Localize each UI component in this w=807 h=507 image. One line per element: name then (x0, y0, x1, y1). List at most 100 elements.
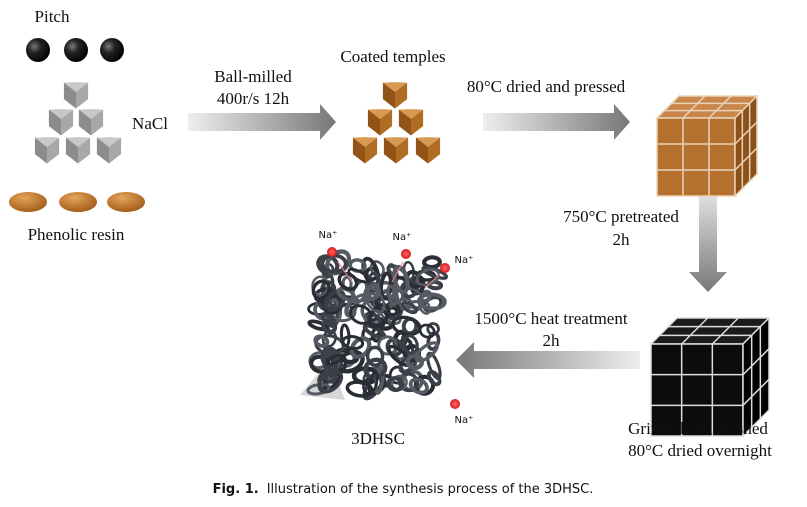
cube-left (65, 137, 78, 164)
label: 3DHSC (351, 429, 405, 448)
pore-wall (307, 319, 329, 332)
resin (59, 192, 97, 212)
cube-left (367, 109, 380, 136)
cube-left (415, 137, 428, 164)
pitch-ball (100, 38, 124, 62)
step-label: 400r/s 12h (217, 89, 290, 108)
cube-right (395, 82, 408, 109)
grid-line (734, 121, 758, 145)
step-label: Ball-milled (214, 67, 292, 86)
pitch-ball (64, 38, 88, 62)
ion (450, 399, 460, 409)
cube-right (47, 137, 60, 164)
label: Grinded and washed (628, 419, 768, 438)
cube-left (48, 109, 61, 136)
cube-top (367, 109, 393, 119)
cube-left (352, 137, 365, 164)
caption: Fig. 1. Illustration of the synthesis pro… (213, 482, 594, 497)
pore-wall (341, 334, 365, 351)
pore-wall (325, 353, 344, 366)
grid-line (734, 147, 758, 171)
caption-text: Illustration of the synthesis process of… (267, 482, 594, 497)
cube-top (398, 109, 424, 119)
pore-wall (321, 318, 338, 334)
pore-wall (426, 370, 442, 387)
cube-right (109, 137, 122, 164)
pore-wall (323, 289, 346, 312)
pore-wall (391, 315, 422, 337)
cube-front (656, 117, 736, 197)
cube-top (78, 109, 104, 119)
cube-top (352, 137, 378, 147)
grid-line (711, 317, 739, 345)
label: NaCl (132, 114, 168, 133)
ion-arrow (391, 261, 404, 283)
ion-arrow (337, 261, 353, 283)
cube-right (76, 82, 89, 109)
grid-line (742, 378, 770, 406)
pore-wall (344, 298, 358, 318)
pore-wall (365, 282, 381, 301)
arrow (483, 104, 630, 140)
caption-label: Fig. 1. (213, 482, 259, 497)
cube-left (63, 82, 76, 109)
cube-top (383, 137, 409, 147)
arrow (188, 104, 336, 140)
cube-top (382, 82, 408, 92)
cube-left (96, 137, 109, 164)
cube-top (65, 137, 91, 147)
grid-line (681, 317, 709, 345)
resin (9, 192, 47, 212)
pore-wall (337, 271, 359, 291)
pore-wall (313, 334, 330, 348)
step-label: 80°C dried and pressed (467, 77, 626, 96)
shapes (9, 38, 771, 438)
grid-line (742, 348, 770, 376)
pore-wall (386, 284, 400, 306)
step-label: 1500°C heat treatment (474, 309, 627, 328)
resin (107, 192, 145, 212)
step-label: 750°C pretreated (563, 207, 679, 226)
pore-wall (392, 264, 410, 294)
cube-left (382, 82, 395, 109)
ion (327, 247, 337, 257)
cube-right (78, 137, 91, 164)
pore-wall (401, 301, 418, 315)
grid-line (708, 95, 732, 119)
cube-right (428, 137, 441, 164)
pore-wall (317, 369, 344, 394)
cube-right (61, 109, 74, 136)
pitch-ball (26, 38, 50, 62)
ion (440, 263, 450, 273)
step-label: 2h (613, 230, 631, 249)
label: Coated temples (340, 47, 445, 66)
cube-left (78, 109, 91, 136)
cube-right (396, 137, 409, 164)
cube-top (63, 82, 89, 92)
pore-wall (408, 377, 429, 395)
ion-label: Na⁺ (393, 232, 412, 243)
pore-wall (311, 279, 331, 300)
label: Pitch (35, 7, 70, 26)
ion-arrow (424, 273, 441, 289)
cube-top (96, 137, 122, 147)
cube-right (380, 109, 393, 136)
pore-wall (365, 345, 385, 367)
arrow (689, 182, 727, 292)
arrow (456, 342, 640, 378)
pore-wall (414, 341, 440, 363)
label: Phenolic resin (28, 225, 125, 244)
ion-label: Na⁺ (319, 230, 338, 241)
cube-top (415, 137, 441, 147)
ion (401, 249, 411, 259)
pore-wall (349, 336, 372, 359)
cube-left (398, 109, 411, 136)
grid-line (682, 95, 706, 119)
cube-right (411, 109, 424, 136)
ion-label: Na⁺ (455, 415, 474, 426)
cube-right (91, 109, 104, 136)
pore-wall (402, 334, 419, 355)
cube-left (383, 137, 396, 164)
pore-wall (405, 353, 425, 371)
